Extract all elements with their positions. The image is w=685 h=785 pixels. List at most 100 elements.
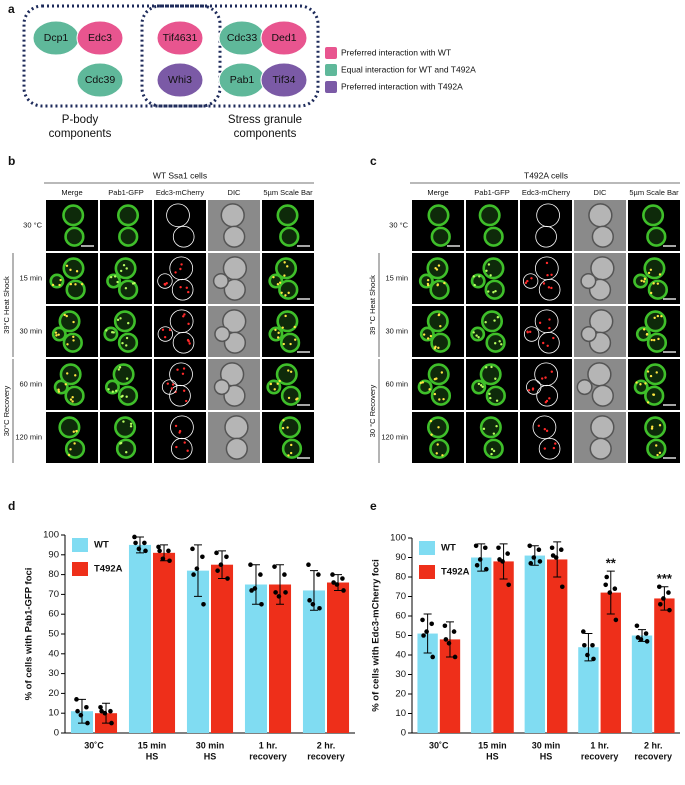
micrograph [520,306,572,357]
focus [548,326,551,330]
focus [163,335,167,339]
focus [526,331,529,334]
group-label: components [234,128,297,140]
focus [71,396,74,399]
cell [589,437,612,460]
focus [183,313,186,316]
focus [277,331,280,335]
node [260,62,308,98]
node-label: Ded1 [271,32,296,44]
focus [174,390,177,394]
data-point [214,550,219,556]
focus [75,270,79,273]
focus [635,381,638,384]
focus [119,269,123,273]
focus [125,395,128,398]
focus [116,280,119,284]
micrograph [154,412,206,463]
x-tick-label: HS [540,751,553,761]
node-label: Whi3 [168,74,192,86]
group-box [140,4,320,108]
cell [580,273,597,290]
bar [471,557,492,733]
x-tick-label: 30˚C [84,740,104,750]
cell [220,203,245,228]
data-point [224,554,229,560]
focus [493,319,496,322]
cell [470,326,486,342]
cell [429,438,450,459]
focus [492,432,496,435]
focus [182,315,185,318]
data-point [78,712,84,718]
focus [643,277,647,281]
y-tick-label: 10 [48,708,59,719]
data-point [156,544,161,550]
data-point [272,564,277,569]
focus [294,338,297,341]
data-point [474,563,480,568]
cell [646,438,667,459]
focus [69,282,73,286]
node-label: Cdc39 [85,74,116,86]
focus [67,453,71,457]
bar [153,552,176,733]
image-bg [520,412,572,463]
data-point [497,557,502,562]
cell [479,416,502,439]
legend-label: WT [441,543,456,554]
focus [121,341,124,345]
micrograph [466,200,518,251]
micrograph [208,253,260,304]
panel-title: T492A cells [524,170,568,180]
cell [591,384,614,407]
focus [66,372,69,375]
data-point [283,590,288,595]
focus [426,283,430,287]
bar [493,561,514,733]
focus [179,267,182,271]
y-tick-label: 100 [43,530,59,541]
focus [441,454,444,457]
cell [103,326,119,342]
focus [545,429,549,433]
significance: *** [657,571,673,586]
data-point [644,639,650,644]
micrograph [262,200,314,251]
bar [600,592,621,733]
focus [125,377,129,380]
data-point [136,546,142,552]
focus [125,450,128,454]
focus [69,398,73,401]
cell [485,385,506,406]
focus [646,370,650,373]
cell [275,363,298,386]
cell [223,384,246,407]
micrograph [262,412,314,463]
data-point [477,557,483,562]
data-point [84,704,89,710]
focus [125,267,128,270]
data-point [167,558,172,564]
bar [547,559,568,733]
focus [487,290,490,293]
focus [657,337,660,341]
x-tick-label: 15 min [138,740,167,750]
data-point [528,561,534,566]
focus [422,333,426,336]
y-axis-label: % of cells with Edc3-mCherry foci [371,559,382,712]
micrograph [208,200,260,251]
micrograph [208,306,260,357]
x-tick-label: HS [204,751,217,761]
data-point [248,562,253,567]
micrograph [46,412,98,463]
focus [526,279,529,283]
cell [483,226,504,247]
data-point [661,596,666,601]
focus [488,392,491,396]
focus [179,285,182,289]
cell-outline [523,326,540,342]
y-tick-label: 50 [395,630,406,641]
micrograph [466,306,518,357]
y-tick-label: 90 [48,549,59,560]
